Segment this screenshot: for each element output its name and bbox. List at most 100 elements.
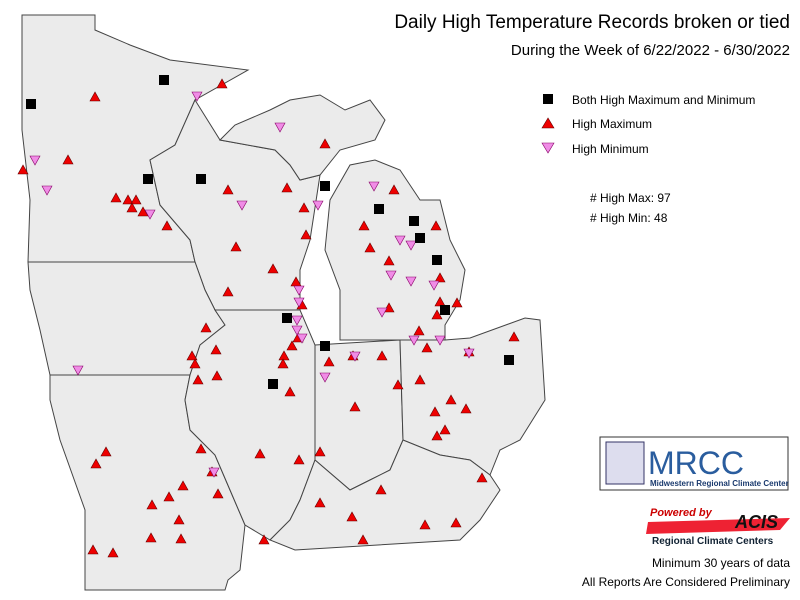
min-marker xyxy=(274,122,286,133)
max-marker xyxy=(383,255,395,266)
min-marker xyxy=(72,365,84,376)
max-marker xyxy=(431,309,443,320)
max-marker xyxy=(429,406,441,417)
min-marker xyxy=(368,181,380,192)
max-marker xyxy=(130,194,142,205)
max-marker xyxy=(145,532,157,543)
mrcc-logo: MRCC Midwestern Regional Climate Center xyxy=(599,436,789,491)
note: All Reports Are Considered Preliminary xyxy=(582,575,790,589)
max-marker xyxy=(107,547,119,558)
max-marker xyxy=(323,356,335,367)
max-marker xyxy=(258,534,270,545)
max-marker xyxy=(476,472,488,483)
max-marker xyxy=(431,430,443,441)
max-marker xyxy=(210,344,222,355)
min-marker xyxy=(29,155,41,166)
min-marker xyxy=(434,335,446,346)
max-marker xyxy=(163,491,175,502)
max-marker xyxy=(277,358,289,369)
both-marker xyxy=(504,355,514,365)
acis-name: ACIS xyxy=(734,512,778,532)
max-marker xyxy=(358,220,370,231)
max-marker xyxy=(146,499,158,510)
max-marker xyxy=(192,374,204,385)
max-marker xyxy=(414,374,426,385)
max-marker xyxy=(375,484,387,495)
min-marker xyxy=(236,200,248,211)
max-marker xyxy=(450,517,462,528)
max-marker xyxy=(175,533,187,544)
max-marker xyxy=(430,220,442,231)
both-marker xyxy=(440,305,450,315)
min-marker xyxy=(291,315,303,326)
max-marker xyxy=(298,202,310,213)
map-title: Daily High Temperature Records broken or… xyxy=(394,12,790,33)
markers xyxy=(17,75,520,558)
both-marker xyxy=(159,75,169,85)
max-marker xyxy=(281,182,293,193)
both-marker xyxy=(432,255,442,265)
max-marker xyxy=(286,340,298,351)
max-marker xyxy=(434,272,446,283)
min-marker xyxy=(208,467,220,478)
max-marker xyxy=(100,446,112,457)
min-marker xyxy=(293,297,305,308)
max-marker xyxy=(300,229,312,240)
min-marker xyxy=(319,372,331,383)
max-marker xyxy=(222,184,234,195)
max-marker xyxy=(388,184,400,195)
max-marker xyxy=(267,263,279,274)
acis-swoosh xyxy=(646,518,790,534)
both-marker xyxy=(320,181,330,191)
max-marker xyxy=(122,194,134,205)
count-max: # High Max: 97 xyxy=(590,191,671,205)
max-marker xyxy=(126,202,138,213)
both-marker xyxy=(415,233,425,243)
max-marker xyxy=(349,401,361,412)
max-marker xyxy=(216,78,228,89)
max-marker xyxy=(17,164,29,175)
state-mi-lower xyxy=(324,159,466,341)
min-marker xyxy=(428,280,440,291)
logo-full: Midwestern Regional Climate Center xyxy=(650,479,789,488)
min-marker xyxy=(293,285,305,296)
max-marker xyxy=(460,403,472,414)
legend-label: High Maximum xyxy=(572,117,652,131)
max-marker xyxy=(376,350,388,361)
min-marker xyxy=(408,335,420,346)
max-marker xyxy=(346,511,358,522)
both-marker xyxy=(320,341,330,351)
max-marker xyxy=(211,370,223,381)
legend-triangle xyxy=(541,117,555,129)
max-marker xyxy=(200,322,212,333)
states xyxy=(21,14,546,591)
both-marker xyxy=(282,313,292,323)
max-marker xyxy=(419,519,431,530)
acis-logo: Powered by ACIS Regional Climate Centers xyxy=(646,507,790,547)
max-marker xyxy=(212,488,224,499)
legend: Both High Maximum and Minimum High Maxim… xyxy=(541,93,755,156)
max-marker xyxy=(284,386,296,397)
note: Minimum 30 years of data xyxy=(652,556,790,570)
legend-label: Both High Maximum and Minimum xyxy=(572,93,755,107)
max-marker xyxy=(383,302,395,313)
max-marker xyxy=(173,514,185,525)
max-marker xyxy=(445,394,457,405)
max-marker xyxy=(89,91,101,102)
min-marker xyxy=(296,333,308,344)
map-subtitle: During the Week of 6/22/2022 - 6/30/2022 xyxy=(511,42,790,59)
both-marker xyxy=(196,174,206,184)
max-marker xyxy=(451,297,463,308)
state-ky xyxy=(269,439,501,551)
min-marker xyxy=(405,276,417,287)
min-marker xyxy=(394,235,406,246)
max-marker xyxy=(230,241,242,252)
max-marker xyxy=(110,192,122,203)
max-marker xyxy=(314,497,326,508)
max-marker xyxy=(421,342,433,353)
acis-full: Regional Climate Centers xyxy=(652,536,774,547)
max-marker xyxy=(413,325,425,336)
max-marker xyxy=(357,534,369,545)
